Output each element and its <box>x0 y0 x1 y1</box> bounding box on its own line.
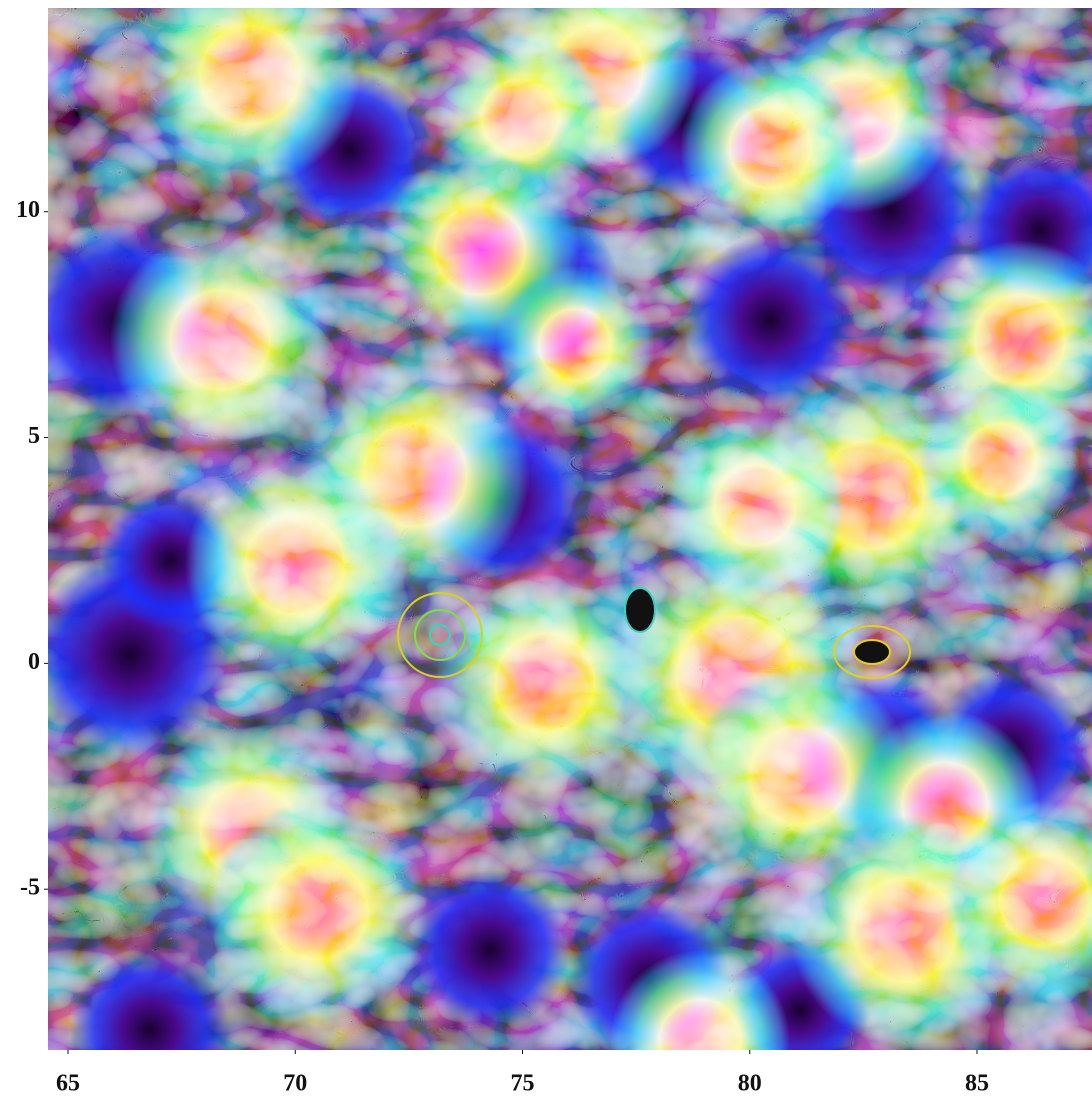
sink <box>185 455 405 675</box>
sink <box>920 380 1080 540</box>
y-tick-label: 10 <box>16 197 40 223</box>
sink <box>665 415 845 595</box>
chart: 65 70 75 80 85 -5 0 5 10 <box>0 0 1092 1097</box>
vortex <box>625 588 655 632</box>
x-tick-label: 80 <box>738 1071 762 1097</box>
sink <box>495 265 655 425</box>
y-tick-label: 0 <box>28 649 40 675</box>
sink <box>110 230 330 450</box>
vortex <box>854 640 890 664</box>
sink <box>680 58 860 238</box>
y-tick-label: 5 <box>28 423 40 449</box>
sink <box>208 800 428 1020</box>
x-tick-label: 70 <box>283 1071 307 1097</box>
x-tick-label: 85 <box>965 1071 989 1097</box>
x-tick-label: 75 <box>511 1071 535 1097</box>
plot-background <box>25 0 1092 1097</box>
y-tick-label: -5 <box>20 875 40 901</box>
x-tick-label: 65 <box>56 1071 80 1097</box>
source <box>410 870 570 1030</box>
page: {"chart_data": {"type": "streamline", "x… <box>0 0 1092 1097</box>
